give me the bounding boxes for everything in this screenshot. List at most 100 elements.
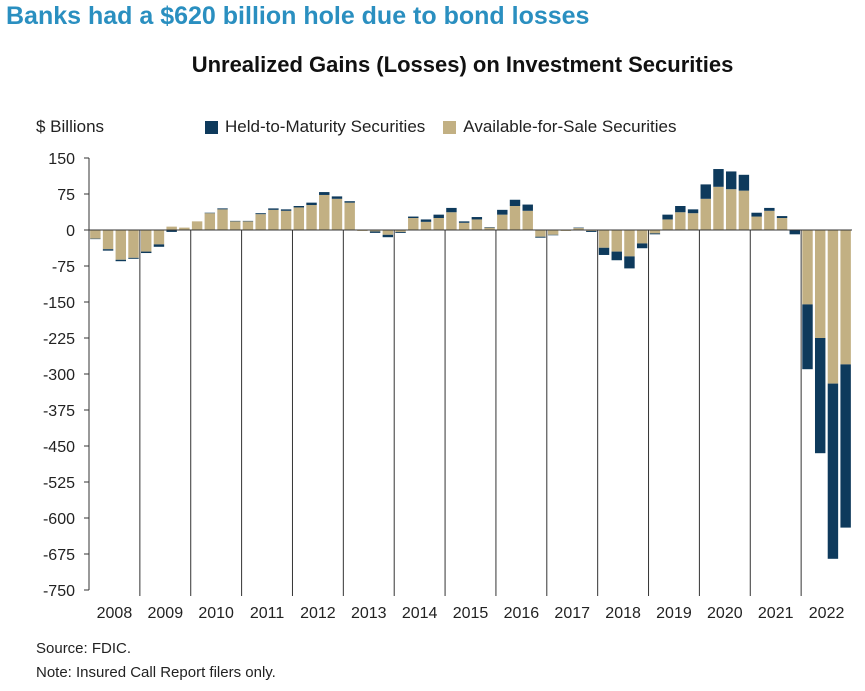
x-tick-label: 2012	[300, 605, 336, 622]
bar-afs	[687, 213, 699, 230]
bar-htm	[535, 236, 546, 238]
bar-afs	[433, 218, 444, 230]
bar-htm	[840, 364, 851, 528]
x-tick-label: 2019	[656, 605, 692, 622]
bar-afs	[395, 230, 406, 232]
x-tick-label: 2013	[351, 605, 387, 622]
bar-htm	[268, 208, 279, 210]
bar-htm	[598, 247, 610, 255]
bar-afs	[331, 198, 343, 230]
bar-htm	[458, 221, 470, 223]
bar-afs	[369, 230, 381, 232]
bar-htm	[751, 212, 762, 217]
bar-afs	[662, 219, 673, 230]
bar-htm	[624, 256, 635, 269]
y-tick-label: -750	[43, 583, 75, 600]
y-tick-label: -300	[43, 367, 75, 384]
bar-htm	[827, 383, 839, 559]
x-tick-label: 2008	[97, 605, 133, 622]
x-tick-label: 2018	[605, 605, 641, 622]
bar-afs	[166, 226, 177, 230]
bar-htm	[166, 230, 177, 232]
bar-afs	[649, 230, 661, 234]
bar-afs	[458, 222, 470, 230]
bar-afs	[776, 218, 788, 230]
bar-afs	[497, 214, 508, 230]
bar-afs	[242, 221, 254, 230]
bar-htm	[471, 217, 483, 220]
bar-afs	[725, 189, 737, 230]
bar-htm	[713, 169, 724, 187]
y-tick-label: -600	[43, 511, 75, 528]
bar-afs	[230, 221, 241, 230]
bar-afs	[700, 198, 711, 230]
bar-htm	[725, 171, 737, 190]
x-tick-label: 2020	[707, 605, 743, 622]
bar-afs	[280, 210, 292, 230]
bar-htm	[293, 206, 305, 208]
x-tick-label: 2009	[148, 605, 184, 622]
bar-afs	[306, 205, 317, 230]
legend-item-afs: Available-for-Sale Securities	[443, 117, 677, 137]
y-tick-label: -450	[43, 439, 75, 456]
footnote: Note: Insured Call Report filers only.	[36, 664, 276, 681]
bar-afs	[408, 218, 419, 230]
bar-htm	[776, 216, 788, 218]
y-tick-label: -75	[52, 259, 75, 276]
bar-afs	[764, 210, 775, 230]
bar-afs	[90, 230, 101, 239]
bar-htm	[369, 231, 381, 233]
bar-htm	[306, 202, 317, 206]
y-tick-label: -225	[43, 331, 75, 348]
bar-afs	[624, 230, 635, 257]
bar-htm	[280, 209, 292, 211]
bar-htm	[675, 206, 686, 213]
bar-afs	[598, 230, 610, 248]
x-tick-label: 2010	[198, 605, 234, 622]
source-note: Source: FDIC.	[36, 640, 132, 657]
bar-htm	[738, 174, 750, 191]
legend-item-htm: Held-to-Maturity Securities	[205, 117, 425, 137]
legend-label-htm: Held-to-Maturity Securities	[225, 117, 426, 136]
bar-afs	[204, 213, 216, 230]
bar-afs	[128, 230, 139, 258]
bar-htm	[115, 259, 127, 262]
chart-title: Unrealized Gains (Losses) on Investment …	[191, 52, 734, 77]
bar-afs	[179, 227, 190, 230]
bar-afs	[115, 230, 127, 260]
bar-afs	[636, 230, 648, 244]
bar-afs	[446, 212, 457, 230]
bar-afs	[738, 190, 750, 230]
y-tick-label: -375	[43, 403, 75, 420]
bar-afs	[840, 230, 851, 365]
bar-htm	[636, 243, 648, 249]
bar-afs	[509, 206, 521, 230]
bar-htm	[319, 192, 330, 195]
bar-afs	[102, 230, 114, 250]
bar-htm	[687, 209, 699, 214]
x-tick-label: 2014	[402, 605, 438, 622]
bar-htm	[586, 230, 597, 232]
y-tick-label: -675	[43, 547, 75, 564]
bar-afs	[471, 219, 483, 230]
bar-htm	[433, 214, 444, 218]
bar-htm	[764, 207, 775, 211]
x-tick-label: 2021	[758, 605, 794, 622]
bar-afs	[547, 230, 559, 235]
bar-afs	[675, 212, 686, 230]
bar-afs	[141, 230, 152, 252]
bar-htm	[217, 208, 228, 210]
bar-htm	[331, 196, 343, 199]
bar-htm	[497, 209, 508, 215]
bar-htm	[700, 184, 711, 199]
bar-afs	[802, 230, 813, 305]
bar-htm	[141, 251, 152, 254]
legend: Held-to-Maturity Securities Available-fo…	[205, 117, 677, 137]
bar-afs	[344, 202, 355, 230]
bar-afs	[255, 214, 266, 230]
bar-htm	[408, 216, 419, 218]
bar-afs	[293, 207, 305, 230]
bar-htm	[128, 257, 139, 259]
bar-htm	[509, 199, 521, 206]
